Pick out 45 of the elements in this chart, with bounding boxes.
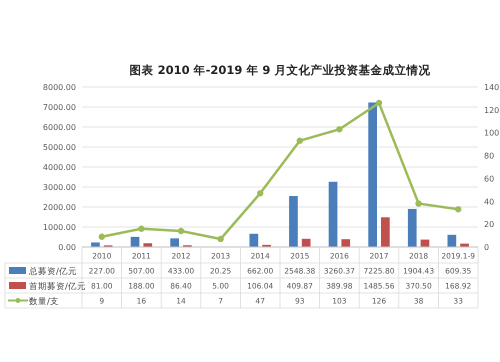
legend-label: 首期募资/亿元 [29,281,86,292]
bar [143,243,152,247]
y-tick-label: 4000.00 [42,163,76,172]
bar [91,242,100,247]
chart-title: 图表 2010 年-2019 年 9 月文化产业投资基金成立情况 [130,63,432,77]
y2-tick-label: 120 [484,106,500,115]
legend-label: 数量/支 [29,296,59,307]
bar [381,217,390,247]
y2-tick-label: 0 [484,243,490,252]
y2-tick-label: 20 [484,220,494,230]
legend-label: 总募资/亿元 [28,266,77,277]
point [98,234,105,240]
y2-tick-label: 40 [484,197,494,206]
point [336,126,343,132]
point [376,100,382,106]
y-tick-label: 0.00 [58,243,76,252]
y-tick-label: 8000.00 [42,83,76,92]
bar [289,196,298,247]
point [296,138,303,144]
bar [249,234,258,247]
bar [447,234,456,247]
bar [170,238,179,247]
bar [408,208,417,247]
y-tick-label: 5000.00 [42,143,76,152]
y2-tick-label: 140 [484,83,500,92]
y2-tick-label: 100 [484,128,500,138]
bar [420,240,430,247]
point [455,206,462,212]
bar [341,239,350,247]
y2-tick-label: 80 [484,152,494,161]
point [415,200,422,207]
y-tick-label: 2000.00 [42,203,76,212]
y-tick-label: 6000.00 [42,123,76,132]
y-tick-label: 3000.00 [42,183,76,192]
point [217,236,224,242]
y-tick-label: 1000.00 [42,223,76,232]
bar [130,236,140,247]
point [257,190,264,196]
bar [460,244,469,247]
y2-tick-label: 60 [484,174,494,184]
point [178,228,184,234]
bar [328,182,338,247]
bar [368,102,377,247]
y-tick-label: 7000.00 [42,103,76,112]
point [138,226,145,232]
